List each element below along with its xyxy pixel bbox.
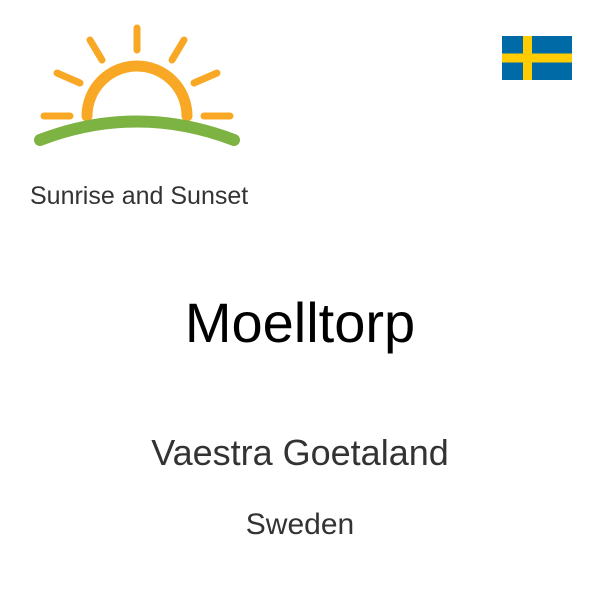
sunrise-logo-icon — [22, 18, 242, 168]
sweden-flag-icon — [502, 36, 572, 80]
main-container: Sunrise and Sunset Moelltorp Vaestra Goe… — [0, 0, 600, 600]
city-name: Moelltorp — [0, 290, 600, 355]
country-name: Sweden — [0, 508, 600, 542]
region-name: Vaestra Goetaland — [0, 432, 600, 474]
tagline-text: Sunrise and Sunset — [30, 182, 248, 211]
